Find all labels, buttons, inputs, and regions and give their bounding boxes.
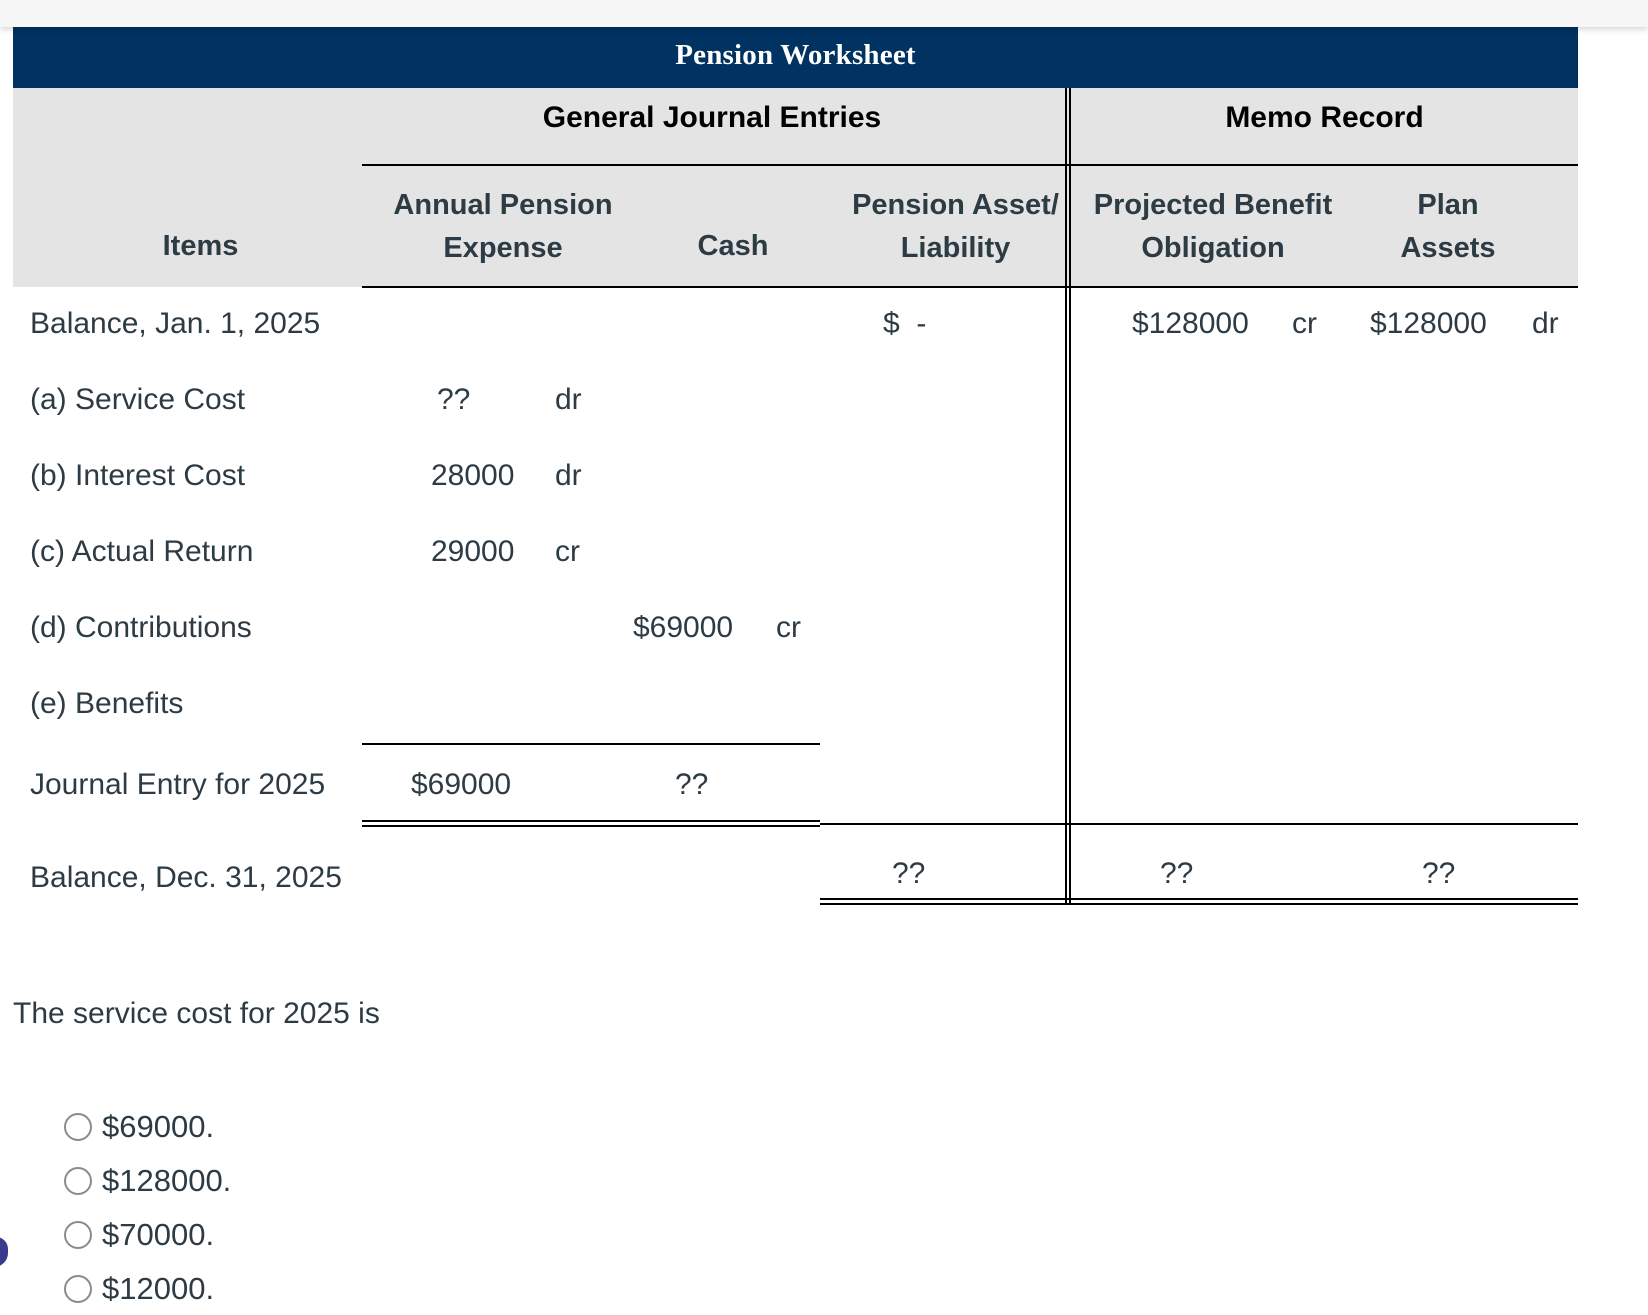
actual-return-expense: 29000: [431, 535, 515, 568]
question-prompt: The service cost for 2025 is: [13, 997, 380, 1030]
col-header-pbo-line2: Obligation: [1141, 232, 1285, 264]
group-header-memo: Memo Record: [1225, 101, 1424, 134]
worksheet-title-bar: Pension Worksheet: [13, 27, 1578, 88]
col-header-pbo-line1: Projected Benefit: [1093, 189, 1333, 221]
memo-balance-top-line: [820, 823, 1578, 825]
service-cost-expense-side: dr: [555, 383, 582, 416]
radio-button-icon[interactable]: [64, 1113, 92, 1141]
row-label-actual-return: (c) Actual Return: [30, 535, 254, 568]
balance-dec-asset-liability: ??: [892, 857, 926, 890]
balance-dec-double-underline: [820, 898, 1578, 905]
col-header-asset-line1: Pension Asset/: [852, 189, 1059, 221]
journal-entry-cash: ??: [675, 768, 709, 801]
balance-jan-asset-liability: $ -: [883, 307, 927, 340]
col-header-plan-assets: Plan Assets: [1348, 184, 1548, 270]
row-label-contributions: (d) Contributions: [30, 611, 252, 644]
radio-button-icon[interactable]: [64, 1275, 92, 1303]
balance-jan-plan-assets: $128000: [1370, 307, 1487, 340]
row-label-benefits: (e) Benefits: [30, 687, 184, 720]
balance-jan-plan-side: dr: [1532, 307, 1559, 340]
floating-help-button-partial[interactable]: [0, 1237, 8, 1267]
browser-top-bar: [0, 0, 1648, 27]
pension-worksheet: Pension Worksheet General Journal Entrie…: [13, 27, 1578, 907]
row-label-balance-jan: Balance, Jan. 1, 2025: [30, 307, 321, 340]
journal-entry-expense: $69000: [411, 768, 512, 801]
group-divider-line: [362, 164, 1578, 166]
answer-option-label: $128000.: [102, 1163, 232, 1198]
radio-button-icon[interactable]: [64, 1221, 92, 1249]
answer-option-label: $69000.: [102, 1109, 215, 1144]
col-header-asset-liability: Pension Asset/ Liability: [833, 184, 1078, 270]
journal-entry-top-line: [362, 743, 820, 745]
answer-option-1[interactable]: $69000.: [64, 1107, 214, 1147]
interest-cost-expense: 28000: [431, 459, 515, 492]
col-header-pbo: Projected Benefit Obligation: [1078, 184, 1348, 270]
balance-dec-pbo: ??: [1160, 857, 1194, 890]
col-header-asset-line2: Liability: [900, 232, 1011, 264]
contributions-cash-side: cr: [776, 611, 801, 644]
balance-dec-plan-assets: ??: [1422, 857, 1456, 890]
row-label-interest-cost: (b) Interest Cost: [30, 459, 246, 492]
balance-jan-pbo: $128000: [1132, 307, 1249, 340]
column-header-area: [13, 88, 1578, 287]
col-header-expense: Annual Pension Expense: [353, 184, 653, 270]
memo-divider-double-line: [1065, 88, 1071, 904]
col-header-items: Items: [162, 230, 239, 262]
answer-option-3[interactable]: $70000.: [64, 1215, 214, 1255]
header-bottom-line: [362, 286, 1578, 288]
col-header-plan-line1: Plan: [1417, 189, 1479, 221]
balance-jan-pbo-side: cr: [1292, 307, 1317, 340]
col-header-plan-line2: Assets: [1400, 232, 1496, 264]
col-header-expense-line2: Expense: [443, 232, 563, 264]
interest-cost-expense-side: dr: [555, 459, 582, 492]
service-cost-expense: ??: [437, 383, 471, 416]
answer-option-label: $12000.: [102, 1271, 215, 1306]
answer-option-2[interactable]: $128000.: [64, 1161, 231, 1201]
row-label-service-cost: (a) Service Cost: [30, 383, 246, 416]
group-header-journal: General Journal Entries: [542, 101, 882, 134]
row-label-balance-dec: Balance, Dec. 31, 2025: [30, 861, 342, 894]
col-header-expense-line1: Annual Pension: [393, 189, 613, 221]
col-header-cash: Cash: [697, 230, 769, 262]
journal-entry-double-underline: [362, 820, 820, 827]
answer-option-label: $70000.: [102, 1217, 215, 1252]
worksheet-title: Pension Worksheet: [675, 39, 916, 71]
contributions-cash: $69000: [633, 611, 734, 644]
answer-option-4[interactable]: $12000.: [64, 1269, 214, 1309]
radio-button-icon[interactable]: [64, 1167, 92, 1195]
row-label-journal-entry: Journal Entry for 2025: [30, 768, 326, 801]
actual-return-expense-side: cr: [555, 535, 580, 568]
